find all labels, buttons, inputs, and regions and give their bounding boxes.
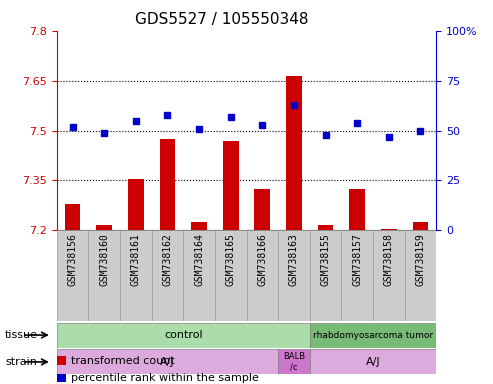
Text: GSM738165: GSM738165 [226, 233, 236, 286]
Bar [310, 323, 436, 348]
Text: BALB
/c: BALB /c [283, 352, 305, 372]
Text: GDS5527 / 105550348: GDS5527 / 105550348 [135, 12, 309, 26]
Bar [96, 225, 112, 230]
Bar [310, 230, 341, 321]
Text: A/J: A/J [160, 357, 175, 367]
Text: tissue: tissue [5, 330, 38, 340]
Bar [350, 189, 365, 230]
Bar [120, 230, 152, 321]
Bar [310, 349, 436, 374]
Bar [57, 230, 88, 321]
Text: GSM738161: GSM738161 [131, 233, 141, 286]
Bar [65, 204, 80, 230]
Bar [246, 230, 278, 321]
Text: GSM738159: GSM738159 [416, 233, 425, 286]
Bar [152, 230, 183, 321]
Bar [373, 230, 405, 321]
Text: GSM738155: GSM738155 [320, 233, 331, 286]
Bar [183, 230, 215, 321]
Bar [405, 230, 436, 321]
Bar [278, 349, 310, 374]
Text: GSM738157: GSM738157 [352, 233, 362, 286]
Text: strain: strain [5, 357, 37, 367]
Bar [341, 230, 373, 321]
Text: GSM738158: GSM738158 [384, 233, 394, 286]
Bar [278, 230, 310, 321]
Bar [254, 189, 270, 230]
Text: GSM738160: GSM738160 [99, 233, 109, 286]
Bar [317, 225, 333, 230]
Bar [160, 139, 176, 230]
Text: percentile rank within the sample: percentile rank within the sample [71, 373, 259, 383]
Bar [128, 179, 143, 230]
Text: GSM738166: GSM738166 [257, 233, 267, 286]
Text: GSM738162: GSM738162 [162, 233, 173, 286]
Text: GSM738164: GSM738164 [194, 233, 204, 286]
Text: GSM738163: GSM738163 [289, 233, 299, 286]
Bar [191, 222, 207, 230]
Bar [286, 76, 302, 230]
Text: transformed count: transformed count [71, 356, 175, 366]
Text: rhabdomyosarcoma tumor: rhabdomyosarcoma tumor [313, 331, 433, 339]
Bar [57, 323, 310, 348]
Bar [413, 222, 428, 230]
Bar [88, 230, 120, 321]
Text: GSM738156: GSM738156 [68, 233, 77, 286]
Bar [223, 141, 239, 230]
Bar [381, 229, 397, 230]
Bar [57, 349, 278, 374]
Bar [215, 230, 246, 321]
Text: A/J: A/J [366, 357, 380, 367]
Text: control: control [164, 330, 203, 340]
